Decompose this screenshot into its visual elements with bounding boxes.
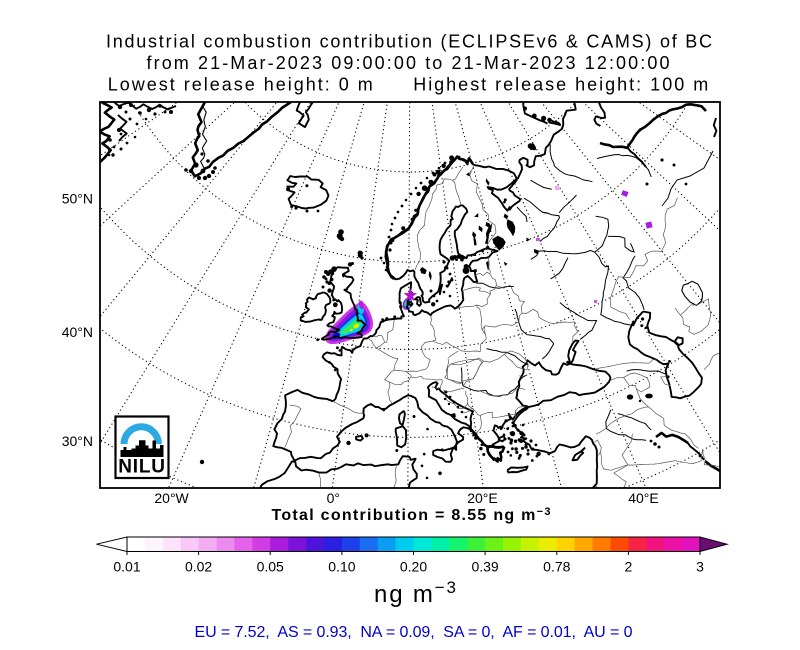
svg-text:from 21-Mar-2023 09:00:00 to 2: from 21-Mar-2023 09:00:00 to 21-Mar-2023…: [147, 53, 670, 73]
svg-text:50°N: 50°N: [62, 191, 93, 207]
svg-text:0.10: 0.10: [328, 559, 355, 575]
svg-text:NILU: NILU: [118, 457, 166, 478]
svg-text:Lowest release height: 0 m: Lowest release height: 0 m: [108, 75, 373, 95]
svg-text:0.78: 0.78: [543, 559, 570, 575]
svg-text:0.39: 0.39: [471, 559, 498, 575]
svg-text:0.05: 0.05: [257, 559, 284, 575]
svg-text:3: 3: [696, 559, 704, 575]
svg-text:40°N: 40°N: [62, 324, 93, 340]
svg-text:20°E: 20°E: [467, 490, 498, 506]
svg-text:Total contribution = 8.55 ng m: Total contribution = 8.55 ng m−3: [272, 506, 551, 524]
svg-text:2: 2: [625, 559, 633, 575]
svg-text:30°N: 30°N: [62, 433, 93, 449]
svg-text:40°E: 40°E: [628, 490, 659, 506]
svg-text:0°: 0°: [327, 490, 340, 506]
svg-text:EU = 7.52, AS = 0.93, NA = 0: EU = 7.52, AS = 0.93, NA = 0.09, SA = 0,…: [195, 624, 633, 641]
svg-text:0.02: 0.02: [185, 559, 212, 575]
svg-text:0.20: 0.20: [400, 559, 427, 575]
svg-text:20°W: 20°W: [154, 490, 189, 506]
svg-text:0.01: 0.01: [113, 559, 140, 575]
svg-text:Highest release height: 100 m: Highest release height: 100 m: [413, 75, 708, 95]
